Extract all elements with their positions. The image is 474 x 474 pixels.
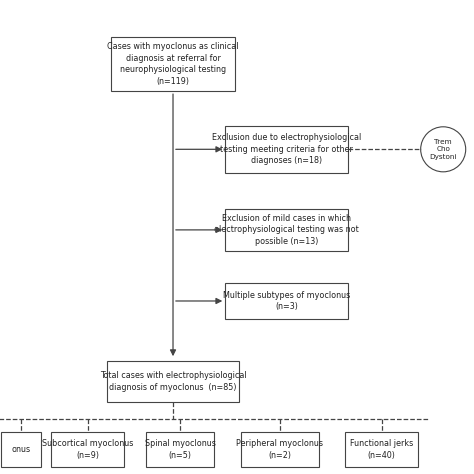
- Text: Functional jerks
(n=40): Functional jerks (n=40): [350, 439, 413, 460]
- FancyBboxPatch shape: [111, 37, 235, 91]
- FancyBboxPatch shape: [51, 431, 124, 467]
- Text: Exclusion of mild cases in which
electrophysiological testing was not
possible (: Exclusion of mild cases in which electro…: [214, 214, 359, 246]
- Text: Trem
Cho
Dystoni: Trem Cho Dystoni: [429, 139, 457, 160]
- Text: Subcortical myoclonus
(n=9): Subcortical myoclonus (n=9): [42, 439, 133, 460]
- FancyBboxPatch shape: [107, 362, 239, 402]
- FancyBboxPatch shape: [225, 283, 348, 319]
- FancyBboxPatch shape: [240, 431, 319, 467]
- Text: Exclusion due to electrophysiological
testing meeting criteria for other
diagnos: Exclusion due to electrophysiological te…: [212, 133, 361, 165]
- FancyBboxPatch shape: [225, 126, 348, 173]
- FancyBboxPatch shape: [345, 431, 418, 467]
- FancyBboxPatch shape: [1, 431, 41, 467]
- Text: onus: onus: [12, 445, 31, 454]
- Text: Spinal myoclonus
(n=5): Spinal myoclonus (n=5): [145, 439, 216, 460]
- Ellipse shape: [421, 127, 465, 172]
- FancyBboxPatch shape: [146, 431, 214, 467]
- Text: Multiple subtypes of myoclonus
(n=3): Multiple subtypes of myoclonus (n=3): [223, 291, 350, 311]
- Text: Cases with myoclonus as clinical
diagnosis at referral for
neurophysiological te: Cases with myoclonus as clinical diagnos…: [107, 42, 239, 86]
- FancyBboxPatch shape: [225, 209, 348, 251]
- Text: Peripheral myoclonus
(n=2): Peripheral myoclonus (n=2): [236, 439, 323, 460]
- Text: Total cases with electrophysiological
diagnosis of myoclonus  (n=85): Total cases with electrophysiological di…: [100, 371, 246, 392]
